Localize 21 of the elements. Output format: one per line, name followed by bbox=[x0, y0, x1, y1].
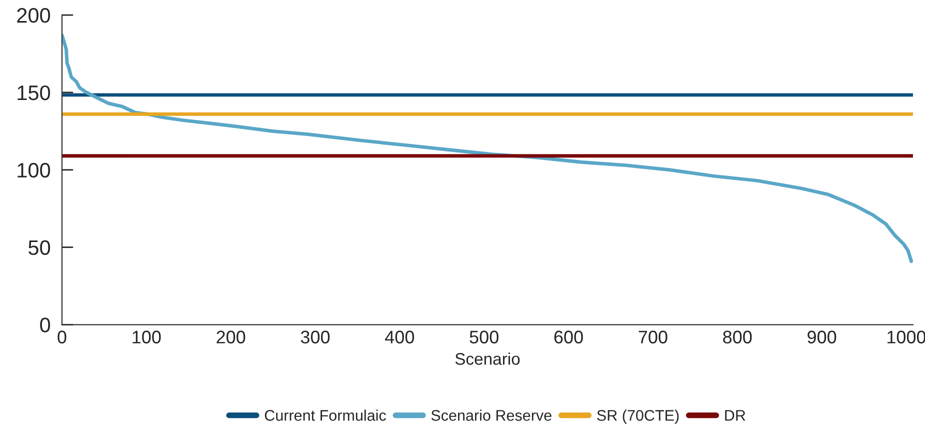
legend-label: Scenario Reserve bbox=[431, 410, 552, 421]
x-tick-label: 700 bbox=[638, 330, 668, 344]
legend-label: Current Formulaic bbox=[264, 410, 386, 421]
x-tick-label: 900 bbox=[808, 330, 836, 344]
x-tick-label: 0 bbox=[58, 330, 66, 344]
y-tick-label: 200 bbox=[17, 8, 50, 23]
y-tick-label: 100 bbox=[18, 162, 50, 178]
y-tick-label: 50 bbox=[28, 240, 50, 256]
legend-label: DR bbox=[725, 410, 746, 421]
legend-label: SR (70CTE) bbox=[597, 410, 679, 424]
x-tick-label: 300 bbox=[300, 330, 330, 344]
x-axis-title: Scenario bbox=[455, 352, 520, 365]
x-tick-label: 500 bbox=[470, 330, 498, 344]
x-tick-label: 800 bbox=[723, 330, 752, 344]
y-tick-label: 150 bbox=[18, 85, 50, 100]
x-tick-label: 400 bbox=[385, 330, 414, 344]
x-tick-label: 200 bbox=[216, 330, 246, 344]
line-series bbox=[62, 33, 913, 263]
x-tick-label: 600 bbox=[554, 330, 583, 344]
x-tick-label: 100 bbox=[132, 330, 161, 344]
y-tick-label: 0 bbox=[40, 318, 50, 332]
